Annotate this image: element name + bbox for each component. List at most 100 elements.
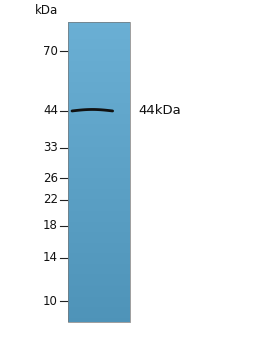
Bar xyxy=(68,153,130,154)
Bar xyxy=(68,313,130,314)
Bar xyxy=(68,229,130,231)
Bar xyxy=(68,245,130,247)
Bar xyxy=(68,250,130,251)
Bar xyxy=(68,253,130,254)
Bar xyxy=(68,196,130,197)
Bar xyxy=(68,204,130,205)
Bar xyxy=(68,221,130,223)
Bar xyxy=(68,183,130,184)
Bar xyxy=(68,244,130,245)
Bar xyxy=(68,85,130,87)
Bar xyxy=(68,97,130,98)
Bar xyxy=(68,158,130,160)
Bar xyxy=(68,181,130,183)
Bar xyxy=(68,151,130,153)
Bar xyxy=(68,175,130,177)
Bar xyxy=(68,144,130,145)
Bar xyxy=(68,292,130,294)
Bar xyxy=(68,101,130,103)
Bar xyxy=(68,254,130,256)
Bar xyxy=(68,271,130,273)
Bar xyxy=(68,31,130,32)
Bar xyxy=(68,60,130,61)
Bar xyxy=(68,128,130,130)
Bar xyxy=(68,180,130,181)
Bar xyxy=(68,32,130,34)
Bar xyxy=(68,87,130,88)
Bar xyxy=(68,51,130,52)
Bar xyxy=(68,310,130,311)
Bar xyxy=(68,55,130,57)
Bar xyxy=(68,268,130,270)
Bar xyxy=(68,120,130,121)
Bar xyxy=(68,227,130,229)
Bar xyxy=(68,139,130,141)
Text: 18: 18 xyxy=(43,219,58,232)
Bar xyxy=(68,277,130,278)
Bar xyxy=(68,131,130,133)
Bar xyxy=(68,235,130,237)
Bar xyxy=(68,41,130,43)
Bar xyxy=(68,145,130,147)
Bar xyxy=(68,270,130,271)
Bar xyxy=(68,52,130,54)
Text: 10: 10 xyxy=(43,295,58,308)
Bar xyxy=(68,114,130,115)
Bar xyxy=(68,54,130,55)
Bar xyxy=(68,147,130,148)
Bar xyxy=(68,171,130,172)
Bar xyxy=(68,34,130,35)
Bar xyxy=(68,57,130,58)
Bar xyxy=(68,234,130,235)
Bar xyxy=(68,308,130,310)
Bar xyxy=(68,284,130,286)
Bar xyxy=(68,133,130,134)
Bar xyxy=(68,193,130,194)
Bar xyxy=(68,111,130,112)
Bar xyxy=(68,224,130,226)
Text: 26: 26 xyxy=(43,172,58,185)
Bar xyxy=(68,71,130,73)
Bar xyxy=(68,118,130,120)
Bar xyxy=(68,197,130,199)
Bar xyxy=(68,199,130,201)
Bar xyxy=(68,207,130,208)
Bar xyxy=(68,37,130,38)
Bar xyxy=(68,290,130,292)
Bar xyxy=(68,49,130,51)
Bar xyxy=(68,130,130,131)
Bar xyxy=(68,281,130,283)
Bar xyxy=(68,164,130,166)
Bar xyxy=(68,141,130,142)
Bar xyxy=(68,300,130,301)
Bar xyxy=(68,115,130,117)
Bar xyxy=(68,238,130,240)
Bar xyxy=(68,108,130,109)
Bar xyxy=(68,298,130,300)
Bar xyxy=(68,287,130,289)
Bar xyxy=(68,264,130,265)
Bar xyxy=(68,100,130,101)
Bar xyxy=(68,223,130,224)
Bar xyxy=(68,148,130,150)
Bar xyxy=(68,124,130,125)
Bar xyxy=(68,314,130,316)
Bar xyxy=(68,280,130,281)
Text: kDa: kDa xyxy=(35,4,58,17)
Bar xyxy=(68,184,130,185)
Bar xyxy=(68,22,130,322)
Bar xyxy=(68,273,130,274)
Text: 33: 33 xyxy=(43,142,58,154)
Bar xyxy=(68,61,130,62)
Bar xyxy=(68,226,130,227)
Bar xyxy=(68,76,130,78)
Bar xyxy=(68,185,130,187)
Bar xyxy=(68,174,130,175)
Bar xyxy=(68,136,130,137)
Bar xyxy=(68,160,130,161)
Bar xyxy=(68,169,130,171)
Bar xyxy=(68,248,130,250)
Bar xyxy=(68,304,130,306)
Bar xyxy=(68,43,130,44)
Bar xyxy=(68,259,130,261)
